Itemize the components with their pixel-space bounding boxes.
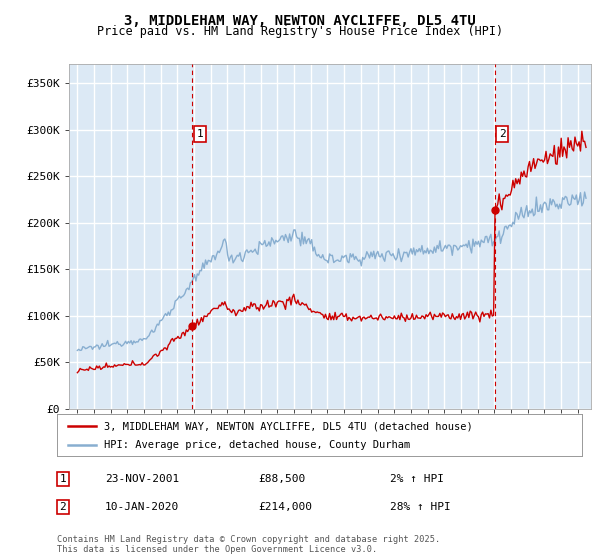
Text: 10-JAN-2020: 10-JAN-2020 bbox=[105, 502, 179, 512]
Text: 28% ↑ HPI: 28% ↑ HPI bbox=[390, 502, 451, 512]
Text: £214,000: £214,000 bbox=[258, 502, 312, 512]
Text: 2% ↑ HPI: 2% ↑ HPI bbox=[390, 474, 444, 484]
Text: 1: 1 bbox=[197, 129, 203, 139]
Text: HPI: Average price, detached house, County Durham: HPI: Average price, detached house, Coun… bbox=[104, 440, 410, 450]
Text: 2: 2 bbox=[59, 502, 67, 512]
Text: Price paid vs. HM Land Registry's House Price Index (HPI): Price paid vs. HM Land Registry's House … bbox=[97, 25, 503, 38]
Text: 1: 1 bbox=[59, 474, 67, 484]
Text: Contains HM Land Registry data © Crown copyright and database right 2025.
This d: Contains HM Land Registry data © Crown c… bbox=[57, 535, 440, 554]
Text: 2: 2 bbox=[499, 129, 506, 139]
Text: 3, MIDDLEHAM WAY, NEWTON AYCLIFFE, DL5 4TU: 3, MIDDLEHAM WAY, NEWTON AYCLIFFE, DL5 4… bbox=[124, 14, 476, 28]
Text: 3, MIDDLEHAM WAY, NEWTON AYCLIFFE, DL5 4TU (detached house): 3, MIDDLEHAM WAY, NEWTON AYCLIFFE, DL5 4… bbox=[104, 421, 473, 431]
Text: £88,500: £88,500 bbox=[258, 474, 305, 484]
Text: 23-NOV-2001: 23-NOV-2001 bbox=[105, 474, 179, 484]
